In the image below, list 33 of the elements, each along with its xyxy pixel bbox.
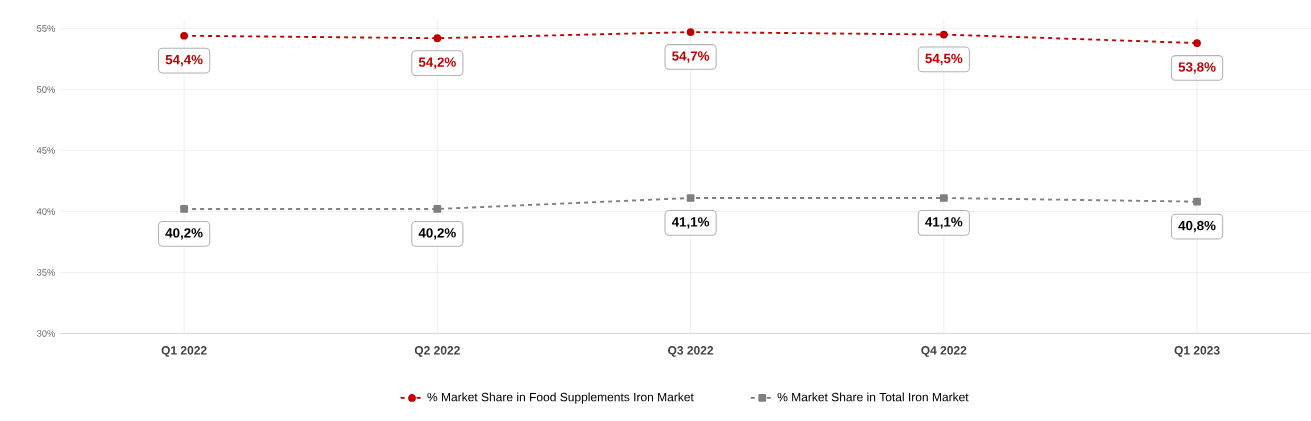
point — [1193, 197, 1201, 206]
point — [433, 204, 442, 213]
x-tick-label: Q1 2023 — [1174, 345, 1220, 357]
point — [939, 193, 948, 202]
point — [180, 31, 188, 40]
y-tick-label: 55% — [37, 24, 55, 32]
point — [686, 193, 695, 202]
y-tick-label: 45% — [36, 146, 55, 154]
data-label: 40,2% — [165, 227, 203, 240]
point — [180, 204, 188, 213]
x-tick-label: Q3 2022 — [668, 345, 714, 357]
y-tick-label: 50% — [37, 85, 55, 93]
data-label: 41,1% — [671, 216, 710, 229]
data-label: 40,8% — [1178, 220, 1216, 233]
x-tick-label: Q4 2022 — [921, 345, 967, 357]
point — [686, 27, 695, 36]
data-label: 54,4% — [165, 54, 203, 67]
data-label: 54,2% — [418, 57, 456, 69]
point — [939, 30, 948, 39]
legend-label: % Market Share in Food Supplements Iron Market — [427, 392, 694, 404]
x-tick-label: Q2 2022 — [414, 345, 460, 357]
data-label: 41,1% — [925, 216, 963, 229]
point — [433, 34, 442, 42]
y-tick-label: 30% — [36, 329, 55, 337]
y-tick-label: 35% — [36, 268, 55, 276]
data-label: 54,7% — [672, 51, 710, 63]
data-label: 54,5% — [925, 53, 963, 65]
x-tick-label: Q1 2022 — [161, 345, 207, 357]
data-label: 40,2% — [418, 227, 456, 240]
legend-label: % Market Share in Total Iron Market — [777, 392, 969, 402]
point — [1193, 38, 1201, 47]
y-tick-label: 40% — [36, 207, 55, 215]
data-label: 53,8% — [1178, 62, 1216, 74]
